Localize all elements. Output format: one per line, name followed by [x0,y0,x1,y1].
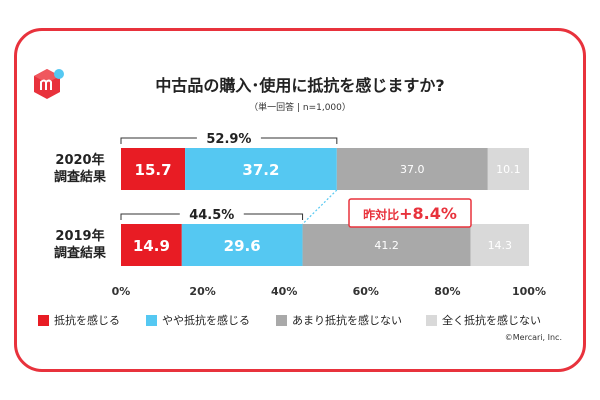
category-label: 調査結果 [54,245,106,261]
data-label: 10.1 [496,163,521,176]
data-label: 37.2 [242,161,279,179]
legend-label: やや抵抗を感じる [162,314,250,327]
legend-swatch [426,314,437,326]
copyright: ©Mercari, Inc. [504,333,562,342]
legend-item: 抵抗を感じる [38,312,120,328]
legend-swatch [276,314,287,326]
x-tick-label: 80% [434,285,460,298]
category-label: 2020年 [55,152,104,168]
connector-line [302,189,338,225]
chart-frame [14,28,586,372]
mercari-logo-icon [34,69,64,99]
bracket-label: 44.5% [189,208,234,223]
bar-segment [336,148,488,190]
bar-segment [487,148,529,190]
bracket-label-bg [179,205,244,223]
callout-text: 昨対比+8.4% [363,204,457,223]
x-tick-label: 100% [512,285,546,298]
bracket-label: 52.9% [206,132,251,147]
bar-segment [181,224,303,266]
data-label: 15.7 [135,161,172,179]
chart-subtitle: （単一回答 | n=1,000） [249,103,351,113]
legend-swatch [146,314,157,326]
legend-swatch [38,314,49,326]
legend-label: 全く抵抗を感じない [442,314,541,327]
legend-label: 抵抗を感じる [54,314,120,327]
x-tick-label: 0% [112,285,131,298]
data-label: 41.2 [374,239,399,252]
bar-segment [121,148,186,190]
bar-segment [121,224,182,266]
chart-title: 中古品の購入･使用に抵抗を感じますか? [155,76,445,95]
legend-item: 全く抵抗を感じない [426,312,541,328]
callout-box [348,198,472,228]
bracket-label-bg [196,129,261,147]
category-label: 2019年 [55,228,104,244]
callout-prefix: 昨対比 [363,207,399,222]
legend-label: あまり抵抗を感じない [292,314,402,327]
category-label: 調査結果 [54,169,106,185]
x-tick-label: 60% [353,285,379,298]
x-tick-label: 40% [271,285,297,298]
x-tick-label: 20% [189,285,215,298]
bar-segment [470,224,529,266]
data-label: 14.9 [133,237,170,255]
legend-item: やや抵抗を感じる [146,312,250,328]
bar-segment [185,148,337,190]
data-label: 29.6 [224,237,261,255]
callout-value: +8.4% [399,204,457,223]
data-label: 14.3 [488,239,513,252]
legend-item: あまり抵抗を感じない [276,312,402,328]
data-label: 37.0 [400,163,425,176]
bar-segment [302,224,471,266]
